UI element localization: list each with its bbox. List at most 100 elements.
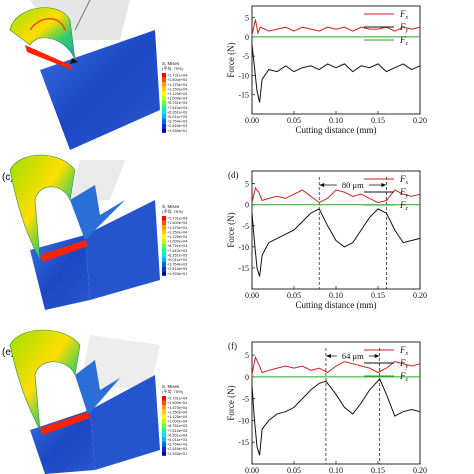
legend-subtitle: (平均: 75%) — [162, 208, 184, 214]
legend-value: +1.933e+01 — [167, 272, 187, 276]
legend-color-swatch — [162, 86, 166, 92]
stress-band-ring-1 — [29, 18, 66, 31]
panel-label: (d) — [228, 170, 239, 180]
legend-value: +1.375e+04 — [167, 226, 187, 230]
legend-box-2: S, Mises(平均: 75%)+2.731e+04+1.500e+04+1.… — [162, 204, 187, 276]
legend-color-swatch — [162, 432, 166, 438]
y-tick-label: 0 — [245, 201, 249, 210]
annotation-arrow-line — [74, 0, 91, 31]
legend-value: +8.751e+03 — [167, 424, 187, 428]
chip-zigzag — [70, 185, 125, 240]
simulation-panel-1: S, Mises(平均: 75%)+2.731e+04+1.500e+04+1.… — [9, 0, 187, 150]
legend-entry: Fx — [399, 345, 409, 357]
x-tick-label: 0.15 — [371, 116, 385, 125]
chart-d: (d) 5 0 -5 -10 -15 0.00 0.05 0.10 0.15 0.20 Cutting… — [226, 170, 427, 310]
legend-value: +1.250e+04 — [167, 87, 187, 91]
legend-title: S, Mises — [162, 204, 180, 209]
legend-entry: Fy — [399, 358, 409, 370]
y-tick-label: -15 — [238, 438, 249, 447]
legend-value: +6.261e+03 — [167, 110, 187, 114]
legend-color-swatch — [162, 96, 166, 101]
series-line-fx — [251, 19, 421, 36]
legend-entry: Fz — [399, 200, 409, 212]
chart-top: 5 0 -5 -10 -15 0.00 0.05 0.10 0.15 0.20 Cutting di… — [226, 5, 427, 135]
legend-color-swatch — [162, 248, 166, 253]
chip-zigzag — [75, 360, 120, 415]
legend-color-swatch — [162, 123, 166, 129]
x-tick-label: 0.20 — [413, 291, 427, 300]
x-tick-label: 0.20 — [413, 116, 427, 125]
plot-frame — [251, 5, 421, 115]
legend-entry: Fz — [399, 371, 409, 383]
legend-entry: Fx — [399, 174, 409, 186]
legend-value: +5.011e+03 — [167, 258, 187, 262]
legend-color-swatch — [162, 419, 166, 424]
legend-color-swatch — [162, 428, 166, 433]
y-tick-label: 0 — [245, 373, 249, 382]
legend-color-swatch — [162, 229, 166, 235]
legend-value: +7.510e+03 — [167, 429, 187, 433]
x-tick-label: 0.10 — [329, 116, 343, 125]
legend-value: +3.764e+03 — [167, 263, 187, 267]
legend-value: +8.751e+03 — [167, 244, 187, 248]
y-tick-label: -5 — [242, 395, 249, 404]
legend-color-swatch — [162, 243, 166, 249]
legend-value: +2.731e+04 — [167, 74, 187, 78]
panel-label-c: (c) — [2, 172, 14, 183]
stress-band-1 — [25, 45, 72, 70]
legend-value: +2.731e+04 — [167, 217, 187, 221]
legend-color-swatch — [162, 437, 166, 442]
legend-value: +5.011e+03 — [167, 115, 187, 119]
legend-color-swatch — [162, 396, 166, 401]
legend-value: +1.000e+04 — [167, 240, 187, 244]
plot-frame — [251, 341, 421, 465]
x-tick-label: 0.00 — [245, 466, 259, 474]
annotation-arrowhead-right — [381, 183, 387, 187]
x-tick-label: 0.05 — [287, 466, 301, 474]
legend-color-swatch — [162, 423, 166, 429]
panel-label-e: (e) — [2, 347, 14, 358]
legend-title: S, Mises — [162, 384, 180, 389]
series-line-fy — [251, 44, 421, 103]
x-tick-label: 0.00 — [245, 291, 259, 300]
series-line-fx — [251, 186, 421, 204]
legend-color-swatch — [162, 266, 166, 272]
tool-shadow — [80, 335, 160, 390]
legend-color-swatch — [162, 109, 166, 115]
chip-curl — [9, 329, 81, 431]
legend-color-swatch — [162, 257, 166, 262]
legend-color-swatch — [162, 100, 166, 106]
workpiece-block — [40, 30, 160, 150]
chart-f: (f) 5 0 -5 -10 -15 0.00 0.05 0.10 0.15 0.20 Force (… — [226, 341, 427, 474]
y-tick-label: -10 — [238, 243, 249, 252]
legend-color-swatch — [162, 128, 166, 133]
legend-value: +1.375e+04 — [167, 83, 187, 87]
x-tick-label: 0.05 — [287, 116, 301, 125]
legend-value: +1.125e+04 — [167, 235, 187, 239]
legend-color-swatch — [162, 82, 166, 87]
legend-value: +1.933e+01 — [167, 452, 187, 456]
series-line-fy — [251, 208, 421, 277]
tool-shadow — [70, 160, 125, 200]
y-tick-label: -10 — [238, 416, 249, 425]
legend-value: +1.250e+04 — [167, 410, 187, 414]
legend-color-swatch — [162, 442, 166, 447]
legend-value: +6.261e+03 — [167, 433, 187, 437]
legend-value: +2.516e+03 — [167, 447, 187, 451]
legend-value: +6.261e+03 — [167, 253, 187, 257]
legend-title: S, Mises — [162, 61, 180, 66]
annotation-label-bg — [336, 350, 369, 360]
legend-entry: Fz — [399, 35, 409, 47]
legend-color-swatch — [162, 446, 166, 452]
legend-color-swatch — [162, 271, 166, 276]
legend-value: +5.011e+03 — [167, 438, 187, 442]
legend-box-1: S, Mises(平均: 75%)+2.731e+04+1.500e+04+1.… — [162, 61, 187, 133]
y-tick-label: 5 — [245, 351, 249, 360]
series-line-fy — [251, 378, 421, 456]
legend-value: +2.731e+04 — [167, 397, 187, 401]
legend-value: +1.000e+04 — [167, 97, 187, 101]
legend-value: +7.510e+03 — [167, 249, 187, 253]
legend-color-swatch — [162, 119, 166, 124]
annotation-arrowhead-left — [325, 354, 331, 358]
